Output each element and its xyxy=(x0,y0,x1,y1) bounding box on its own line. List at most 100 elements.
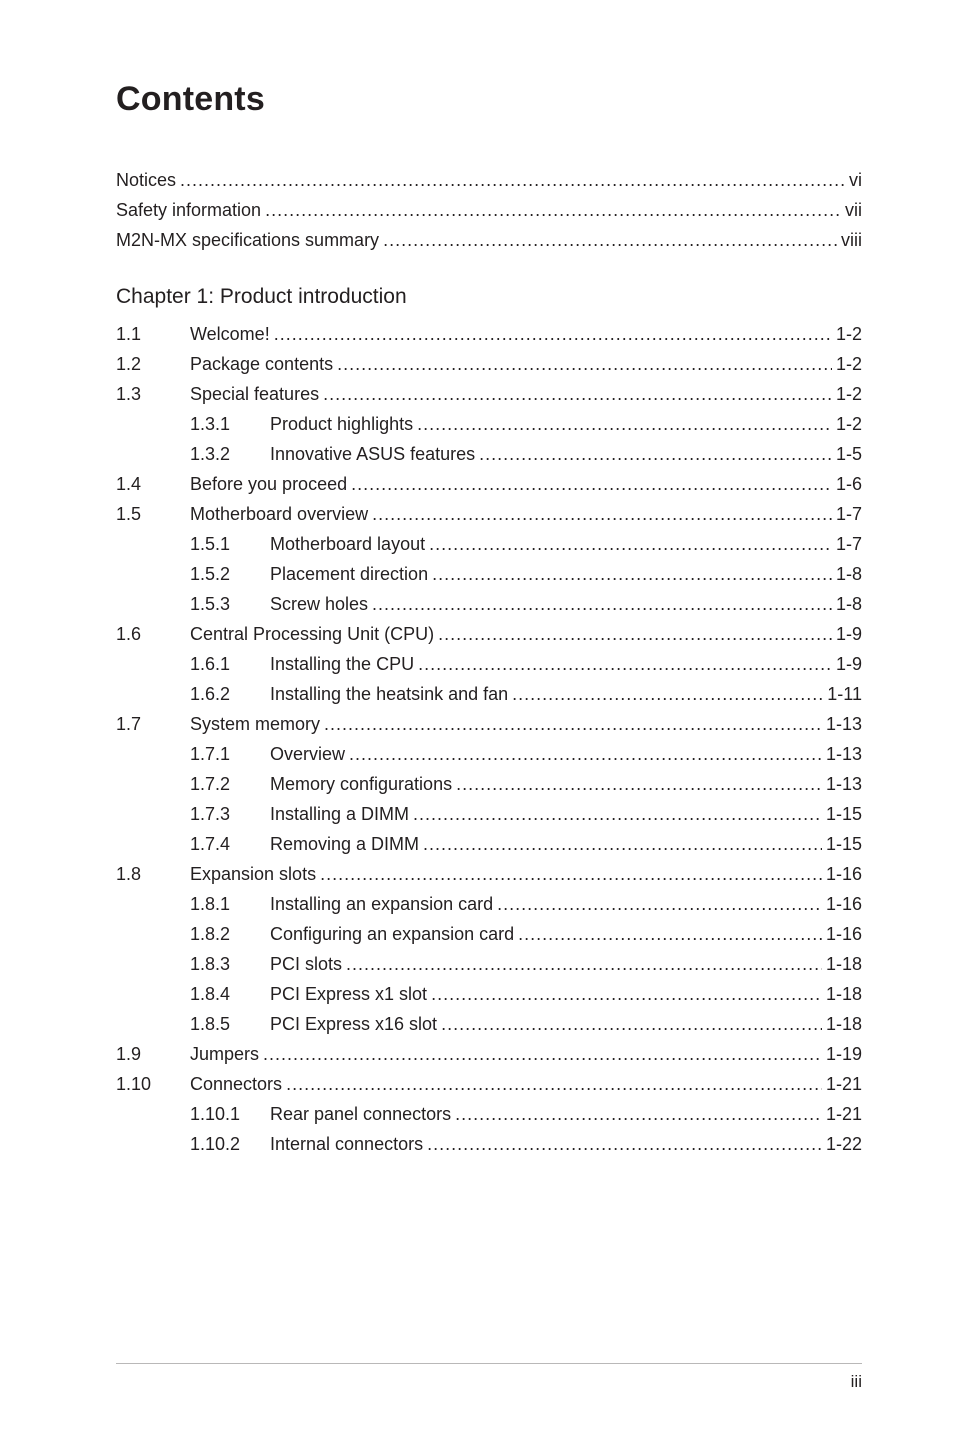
toc-number: 1.4 xyxy=(116,475,190,493)
toc-number: 1.8 xyxy=(116,865,190,883)
page-footer: iii xyxy=(116,1363,862,1392)
toc-page: 1-18 xyxy=(822,1015,862,1033)
toc-leader xyxy=(441,1015,822,1033)
toc-label: Motherboard layout xyxy=(270,535,429,553)
page: Contents Notices vi Safety information v… xyxy=(0,0,954,1438)
toc-page: 1-9 xyxy=(832,655,862,673)
toc-label: Overview xyxy=(270,745,349,763)
toc-number: 1.1 xyxy=(116,325,190,343)
toc-entry: 1.9 Jumpers 1-19 xyxy=(116,1039,862,1069)
toc-entry: 1.2 Package contents 1-2 xyxy=(116,349,862,379)
toc-leader xyxy=(429,535,832,553)
toc-leader xyxy=(518,925,822,943)
toc-entry: Notices vi xyxy=(116,165,862,195)
toc-page: 1-11 xyxy=(823,685,862,703)
toc-label: Safety information xyxy=(116,201,265,219)
toc-page: 1-13 xyxy=(822,745,862,763)
toc-number: 1.7.1 xyxy=(190,745,270,763)
toc-entry: 1.10 Connectors 1-21 xyxy=(116,1069,862,1099)
toc-number: 1.6 xyxy=(116,625,190,643)
toc-label: Configuring an expansion card xyxy=(270,925,518,943)
toc-entry: 1.10.2 Internal connectors 1-22 xyxy=(116,1129,862,1159)
toc-entry: 1.8 Expansion slots 1-16 xyxy=(116,859,862,889)
toc-label: PCI slots xyxy=(270,955,346,973)
toc-leader xyxy=(346,955,822,973)
toc-entry: 1.5.1 Motherboard layout 1-7 xyxy=(116,529,862,559)
toc-label: Before you proceed xyxy=(190,475,351,493)
toc-page: 1-22 xyxy=(822,1135,862,1153)
toc-entry: 1.10.1 Rear panel connectors 1-21 xyxy=(116,1099,862,1129)
toc-leader xyxy=(372,505,832,523)
toc-leader xyxy=(432,565,832,583)
toc-leader xyxy=(265,201,841,219)
toc-page: 1-19 xyxy=(822,1045,862,1063)
toc-number: 1.5.1 xyxy=(190,535,270,553)
toc-entry: 1.6.1 Installing the CPU 1-9 xyxy=(116,649,862,679)
toc-entry: 1.8.5 PCI Express x16 slot 1-18 xyxy=(116,1009,862,1039)
toc-entry: Safety information vii xyxy=(116,195,862,225)
toc-number: 1.10 xyxy=(116,1075,190,1093)
toc-leader xyxy=(372,595,832,613)
toc-label: M2N-MX specifications summary xyxy=(116,231,383,249)
toc-leader xyxy=(383,231,837,249)
toc-label: System memory xyxy=(190,715,324,733)
toc-page: 1-5 xyxy=(832,445,862,463)
toc-leader xyxy=(455,1105,822,1123)
toc-label: Special features xyxy=(190,385,323,403)
toc-label: Installing a DIMM xyxy=(270,805,413,823)
toc-label: Jumpers xyxy=(190,1045,263,1063)
toc-label: PCI Express x16 slot xyxy=(270,1015,441,1033)
toc-page: 1-9 xyxy=(832,625,862,643)
toc-entry: 1.7 System memory 1-13 xyxy=(116,709,862,739)
toc-label: Welcome! xyxy=(190,325,274,343)
toc-page: 1-7 xyxy=(832,505,862,523)
toc-number: 1.10.1 xyxy=(190,1105,270,1123)
toc-number: 1.3 xyxy=(116,385,190,403)
toc-page: 1-15 xyxy=(822,835,862,853)
toc-label: Installing the CPU xyxy=(270,655,418,673)
toc-page: 1-2 xyxy=(832,385,862,403)
toc-number: 1.9 xyxy=(116,1045,190,1063)
toc-page: 1-8 xyxy=(832,565,862,583)
toc-leader xyxy=(456,775,822,793)
toc-page: 1-13 xyxy=(822,775,862,793)
toc-page: 1-18 xyxy=(822,985,862,1003)
toc-number: 1.8.2 xyxy=(190,925,270,943)
toc-label: Notices xyxy=(116,171,180,189)
toc-leader xyxy=(286,1075,822,1093)
toc-entry: 1.8.1 Installing an expansion card 1-16 xyxy=(116,889,862,919)
toc-page: 1-2 xyxy=(832,415,862,433)
toc-entry: 1.8.3 PCI slots 1-18 xyxy=(116,949,862,979)
toc-entry: 1.8.4 PCI Express x1 slot 1-18 xyxy=(116,979,862,1009)
toc-leader xyxy=(417,415,832,433)
toc-entry: 1.3 Special features 1-2 xyxy=(116,379,862,409)
toc-page: 1-8 xyxy=(832,595,862,613)
toc-page: 1-16 xyxy=(822,925,862,943)
toc-entry: M2N-MX specifications summary viii xyxy=(116,225,862,255)
page-title: Contents xyxy=(116,80,862,119)
toc-label: Connectors xyxy=(190,1075,286,1093)
footer-page-number: iii xyxy=(851,1372,862,1391)
toc-leader xyxy=(263,1045,822,1063)
toc-number: 1.6.1 xyxy=(190,655,270,673)
toc-leader xyxy=(351,475,832,493)
toc-entry: 1.3.2 Innovative ASUS features 1-5 xyxy=(116,439,862,469)
toc-number: 1.7 xyxy=(116,715,190,733)
toc-label: Motherboard overview xyxy=(190,505,372,523)
toc-number: 1.8.4 xyxy=(190,985,270,1003)
toc-entry: 1.5.2 Placement direction 1-8 xyxy=(116,559,862,589)
toc-page: 1-6 xyxy=(832,475,862,493)
toc-label: Memory configurations xyxy=(270,775,456,793)
toc-number: 1.3.2 xyxy=(190,445,270,463)
toc-number: 1.7.3 xyxy=(190,805,270,823)
toc-entry: 1.3.1 Product highlights 1-2 xyxy=(116,409,862,439)
toc-page: 1-7 xyxy=(832,535,862,553)
toc-entry: 1.1 Welcome! 1-2 xyxy=(116,319,862,349)
toc-page: 1-13 xyxy=(822,715,862,733)
chapter-heading: Chapter 1: Product introduction xyxy=(116,285,862,309)
toc-page: vi xyxy=(845,171,862,189)
toc-leader xyxy=(320,865,822,883)
toc-label: Installing an expansion card xyxy=(270,895,497,913)
toc-leader xyxy=(349,745,822,763)
toc-label: Installing the heatsink and fan xyxy=(270,685,512,703)
